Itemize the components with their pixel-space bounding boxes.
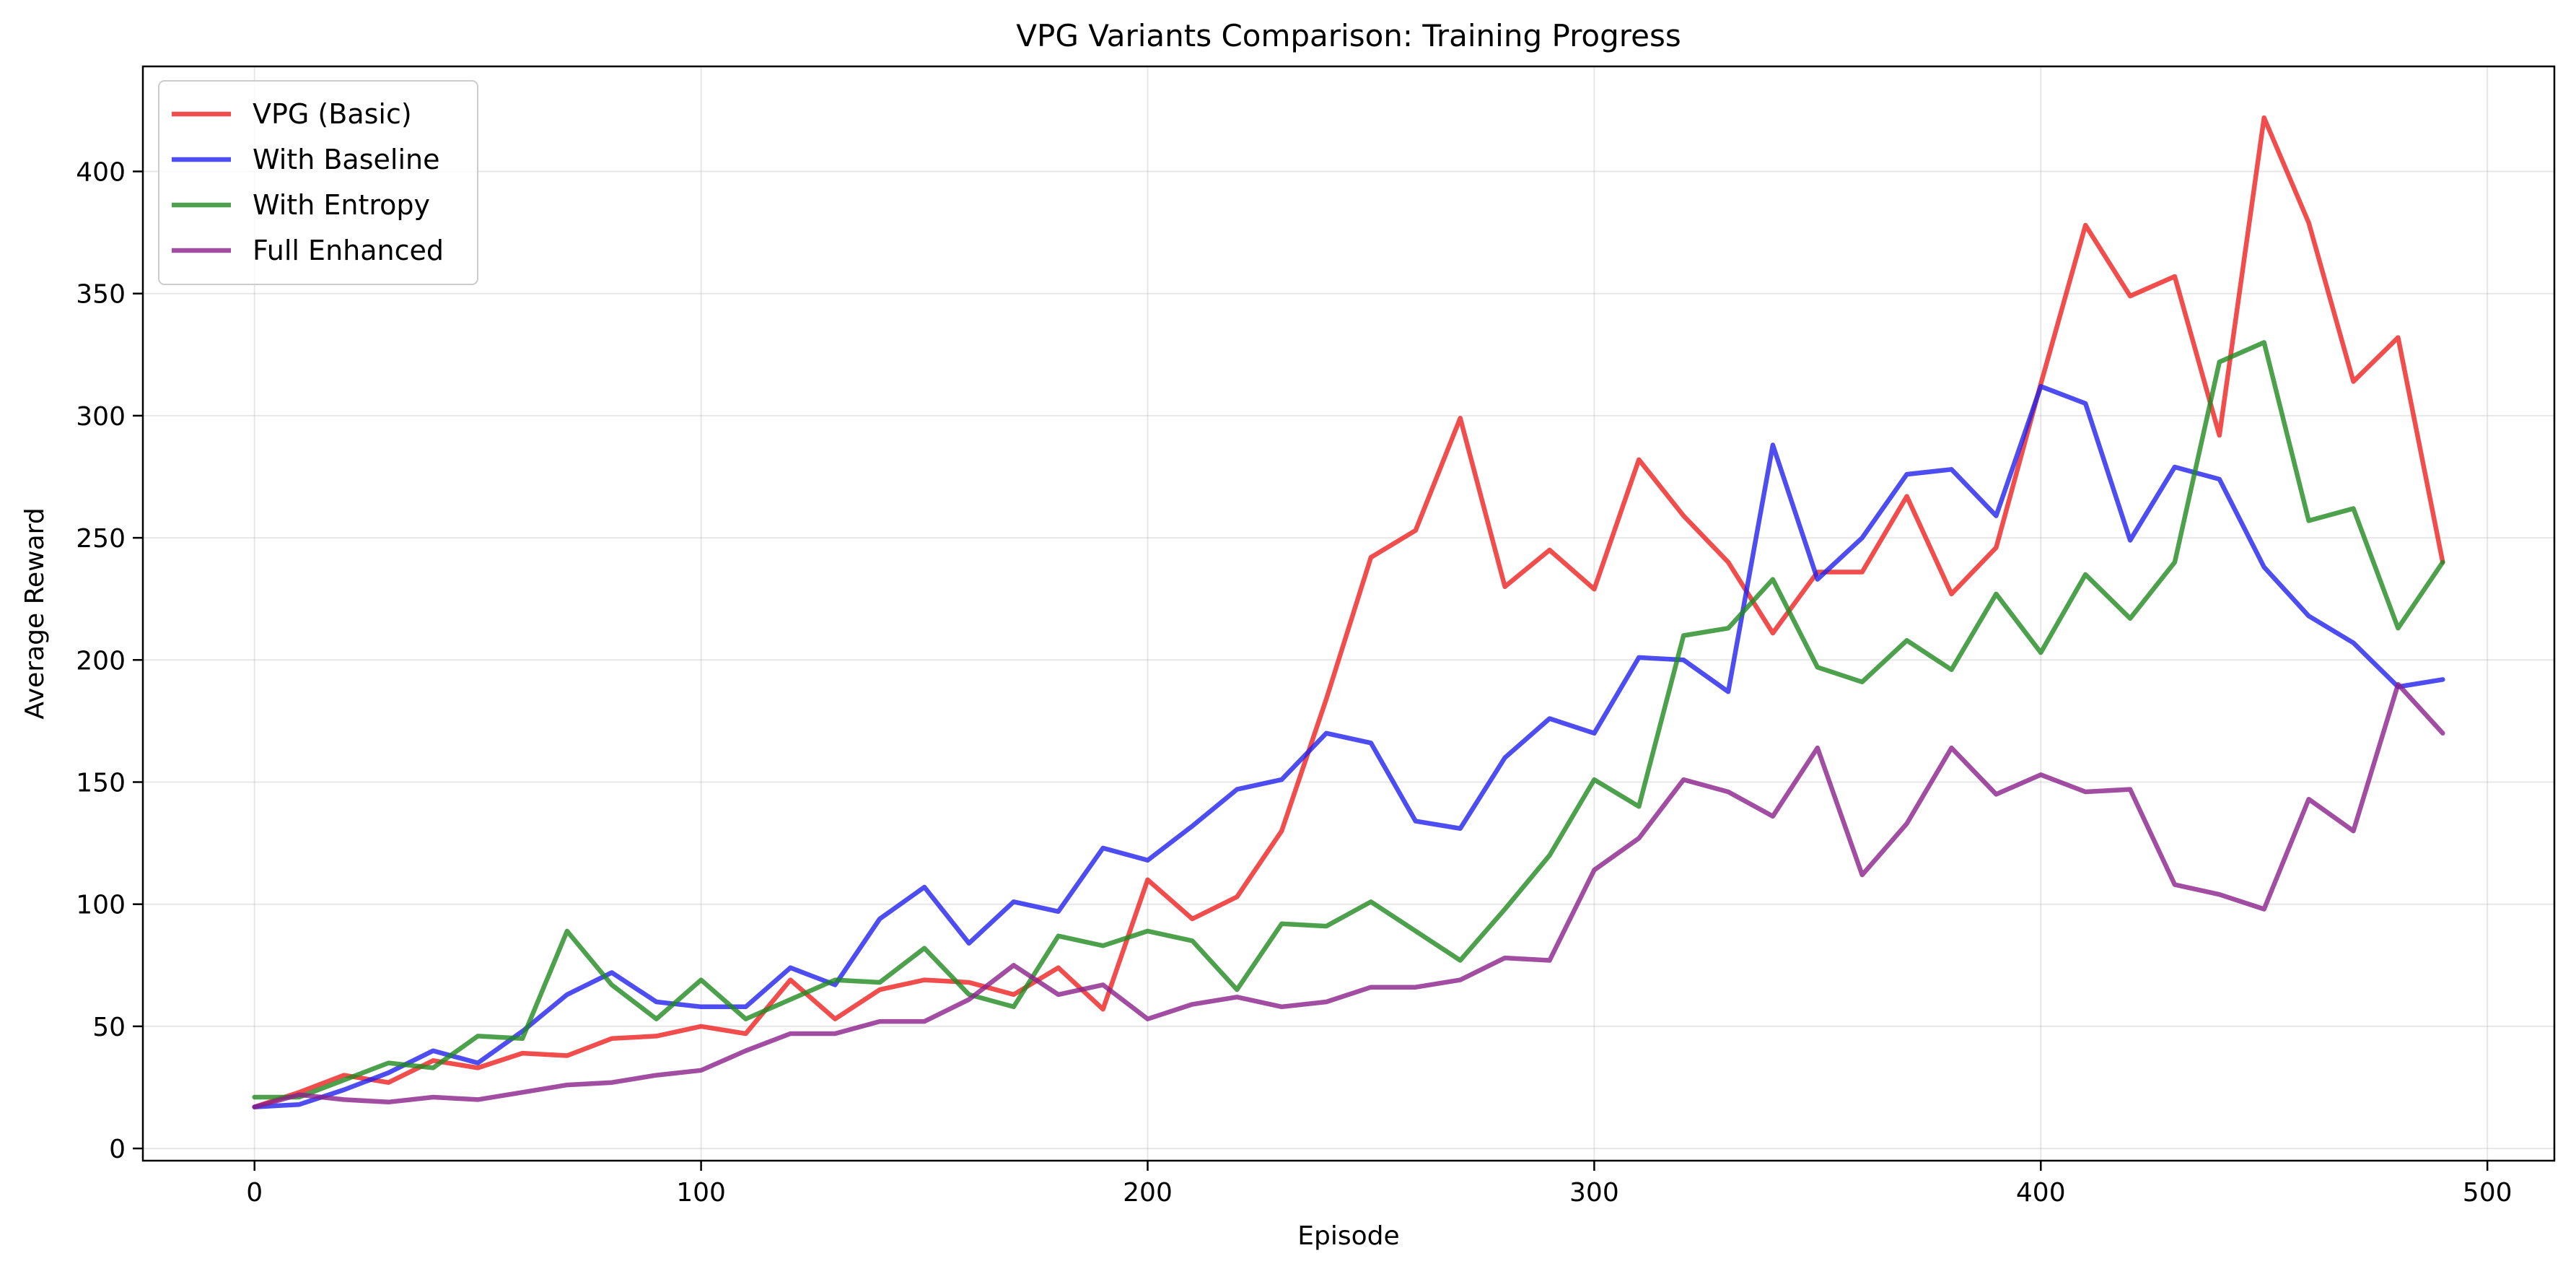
series-line-4: [252, 681, 2445, 1109]
y-axis-label: Average Reward: [20, 507, 50, 719]
y-tick-label: 300: [76, 402, 126, 432]
series-group: [252, 115, 2445, 1109]
chart-title: VPG Variants Comparison: Training Progre…: [1016, 18, 1681, 53]
y-tick-label: 0: [109, 1135, 126, 1164]
legend-box: [158, 80, 478, 285]
x-tick-label: 300: [1569, 1178, 1619, 1208]
x-axis: 0 100 200 300 400 500: [246, 1161, 2513, 1208]
y-tick-label: 350: [76, 280, 126, 310]
y-tick-label: 250: [76, 524, 126, 554]
plot-frame: [141, 65, 2556, 1162]
x-tick-label: 100: [676, 1178, 726, 1208]
series-line-3: [252, 340, 2445, 1100]
legend-label: Full Enhanced: [253, 235, 444, 266]
x-tick-label: 400: [2016, 1178, 2066, 1208]
legend-label: With Entropy: [253, 189, 430, 221]
y-tick-label: 150: [76, 768, 126, 798]
x-tick-label: 200: [1123, 1178, 1173, 1208]
legend-label: VPG (Basic): [253, 98, 412, 130]
y-tick-label: 200: [76, 646, 126, 676]
series-line-1: [252, 115, 2445, 1109]
series-line-2: [252, 384, 2445, 1109]
legend-label: With Baseline: [253, 144, 439, 175]
x-axis-label: Episode: [1297, 1221, 1399, 1251]
y-tick-label: 100: [76, 891, 126, 920]
y-tick-label: 50: [92, 1013, 126, 1042]
y-axis: 0 50 100 150 200 250 300 350 400: [76, 158, 143, 1164]
x-tick-label: 0: [246, 1178, 263, 1208]
x-tick-label: 500: [2463, 1178, 2513, 1208]
grid: [143, 66, 2554, 1161]
y-tick-label: 400: [76, 158, 126, 188]
legend: VPG (Basic) With Baseline With Entropy Full…: [158, 80, 478, 285]
